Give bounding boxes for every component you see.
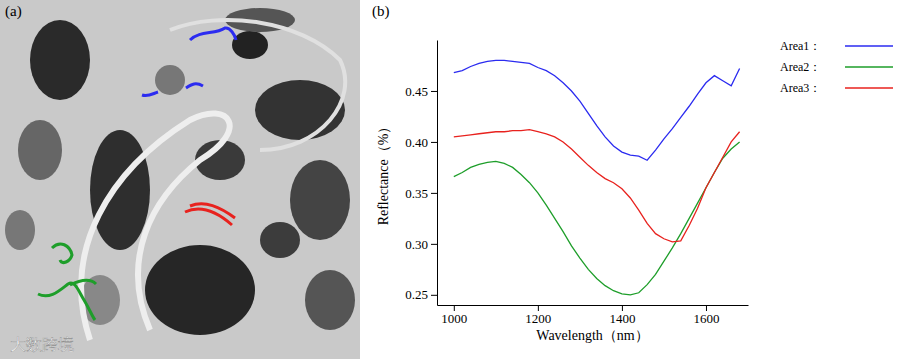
watermark: 大数跨境 [10, 335, 74, 354]
x-axis-title: Wavelength（nm） [536, 328, 648, 343]
legend-label: Area1： [780, 39, 821, 53]
region-outline [190, 204, 235, 218]
plot-area [454, 60, 740, 294]
x-axis-line [438, 305, 749, 306]
y-tick-mark [431, 142, 437, 143]
y-tick: 0.25 [405, 287, 437, 302]
y-tick: 0.35 [405, 186, 437, 201]
series-line [454, 142, 740, 295]
panel-label: (a) [5, 3, 22, 20]
y-tick-mark [431, 244, 437, 245]
legend: Area1： Area2： Area3： [780, 39, 893, 95]
x-axis: 1000 1200 1400 1600 [438, 305, 749, 326]
y-tick-mark [431, 193, 437, 194]
y-tick: 0.45 [405, 84, 437, 99]
x-tick: 1200 [525, 305, 551, 326]
series-line [454, 60, 740, 160]
y-tick: 0.30 [405, 237, 437, 252]
image-structure [170, 20, 345, 150]
region-outline [190, 28, 236, 40]
y-tick-mark [431, 91, 437, 92]
image-blob [90, 130, 150, 250]
y-tick-label: 0.25 [405, 287, 428, 302]
x-tick-label: 1600 [693, 311, 719, 326]
y-tick-mark [431, 295, 437, 296]
x-tick-mark [622, 305, 623, 311]
image-panel: (a) 大数跨境 [0, 0, 360, 359]
region-outline [70, 280, 96, 285]
image-blob [255, 80, 345, 140]
image-blob [305, 270, 355, 330]
x-tick-mark [538, 305, 539, 311]
y-tick-label: 0.30 [405, 237, 428, 252]
image-blob [260, 222, 300, 258]
legend-label: Area2： [780, 60, 821, 74]
image-blob [145, 245, 255, 335]
image-blob [155, 65, 185, 95]
region-outline [186, 84, 203, 88]
image-blob [5, 210, 35, 250]
y-axis-line [437, 41, 438, 306]
figure: (a)大数跨境(b)10001200140016000.250.300.350.… [0, 0, 900, 359]
panel-label: (b) [372, 3, 390, 20]
x-tick: 1400 [609, 305, 635, 326]
image-structure [81, 114, 229, 340]
x-tick-mark [706, 305, 707, 311]
x-tick: 1000 [441, 305, 467, 326]
x-tick: 1600 [693, 305, 719, 326]
image-blob [18, 120, 62, 180]
legend-swatch [845, 45, 893, 47]
image-background [0, 0, 360, 359]
image-blob [232, 31, 268, 59]
series-line [454, 130, 740, 242]
region-outline [142, 92, 158, 96]
x-tick-mark [454, 305, 455, 311]
region-outline [52, 244, 72, 262]
y-tick-label: 0.45 [405, 84, 428, 99]
legend-swatch [845, 66, 893, 68]
image-blob [30, 20, 90, 100]
x-tick-label: 1400 [609, 311, 635, 326]
image-blob [290, 160, 350, 240]
y-tick-label: 0.35 [405, 186, 428, 201]
legend-swatch [845, 87, 893, 89]
y-tick-label: 0.40 [405, 135, 428, 150]
y-axis-title: Reflectance（%） [376, 120, 391, 226]
y-axis: 0.25 0.30 0.35 0.40 0.45 [405, 41, 437, 306]
x-tick-label: 1200 [525, 311, 551, 326]
x-tick-label: 1000 [441, 311, 467, 326]
legend-label: Area3： [780, 81, 821, 95]
y-tick: 0.40 [405, 135, 437, 150]
region-outline [38, 283, 95, 320]
